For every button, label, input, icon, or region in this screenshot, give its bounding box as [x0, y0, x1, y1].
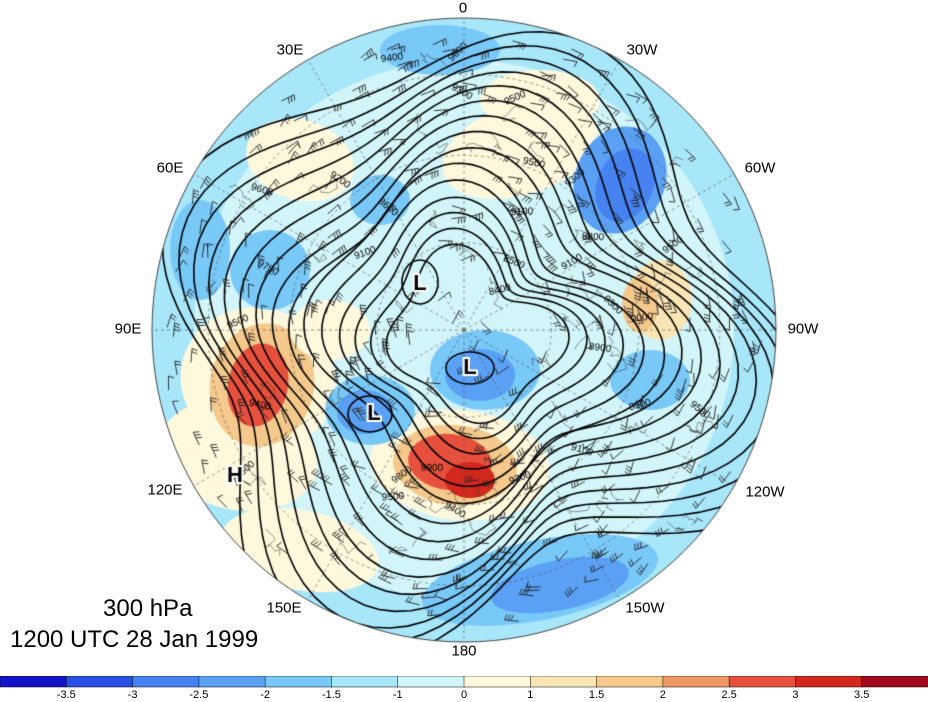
longitude-label-180: 180 [451, 642, 477, 660]
colorbar-tick-label: -3 [128, 689, 138, 700]
colorbar-swatch [596, 676, 664, 688]
colorbar-swatch [662, 676, 730, 688]
colorbar-tick-label: 1 [527, 689, 533, 700]
colorbar-tick-label: -1.5 [322, 689, 341, 700]
longitude-label-150w: 150W [625, 599, 665, 617]
colorbar-swatch [861, 676, 928, 688]
longitude-label-30e: 30E [276, 41, 304, 59]
colorbar-tick-label: 1.5 [589, 689, 604, 700]
colorbar-tick-label: 3 [792, 689, 798, 700]
colorbar-swatch [795, 676, 863, 688]
longitude-label-150e: 150E [266, 599, 302, 617]
colorbar-swatch [530, 676, 598, 688]
colorbar-tick-label: -3.5 [57, 689, 76, 700]
colorbar-tick-label: 2.5 [721, 689, 736, 700]
colorbar-tick-label: -2.5 [189, 689, 208, 700]
longitude-label-90w: 90W [787, 320, 819, 338]
longitude-label-90e: 90E [114, 320, 142, 338]
colorbar-swatch [264, 676, 333, 688]
longitude-label-120e: 120E [147, 481, 183, 499]
colorbar-tick-label: 0 [461, 689, 467, 700]
colorbar-swatch [728, 676, 797, 688]
colorbar-swatch [66, 676, 134, 688]
colorbar-swatch [331, 676, 399, 688]
longitude-label-120w: 120W [745, 483, 785, 501]
longitude-label-0: 0 [458, 0, 468, 17]
valid-time-title: 1200 UTC 28 Jan 1999 [10, 626, 259, 653]
colorbar-tick-label: -1 [393, 689, 403, 700]
pressure-level-title: 300 hPa [103, 595, 193, 622]
colorbar-swatch [0, 676, 68, 688]
colorbar-swatch [132, 676, 200, 688]
longitude-label-30w: 30W [626, 41, 658, 59]
colorbar-tick-label: 3.5 [854, 689, 869, 700]
colorbar-swatch [463, 676, 532, 688]
longitude-label-60e: 60E [156, 159, 184, 177]
colorbar-swatch [397, 676, 465, 688]
longitude-label-60w: 60W [744, 159, 776, 177]
colorbar-tick-label: -2 [260, 689, 270, 700]
colorbar-swatch [198, 676, 266, 688]
colorbar-tick-label: 2 [660, 689, 666, 700]
colorbar: -3.5 -3 -2.5 -2 -1.5 -1 0 1 1.5 2 2.5 3 3.5 [0, 676, 928, 700]
